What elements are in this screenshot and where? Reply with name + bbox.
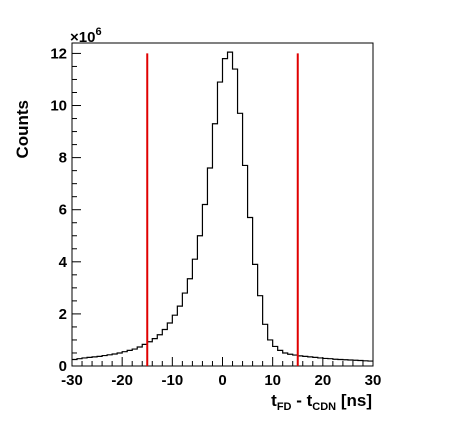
histogram-bin bbox=[228, 52, 233, 366]
histogram-bin bbox=[223, 59, 228, 366]
histogram-bin bbox=[273, 346, 278, 366]
histogram-bin bbox=[323, 358, 328, 366]
x-label-main: t bbox=[271, 391, 277, 410]
histogram-bin bbox=[207, 168, 212, 366]
histogram-bin bbox=[328, 359, 333, 366]
y-tick-label: 2 bbox=[59, 306, 67, 323]
histogram-bin bbox=[117, 353, 122, 366]
histogram-bin bbox=[112, 354, 117, 366]
y-multiplier-base: ×10 bbox=[70, 29, 95, 46]
x-tick-label: 0 bbox=[218, 372, 226, 389]
histogram-bin bbox=[122, 352, 127, 366]
histogram-bin bbox=[233, 69, 238, 366]
histogram-bin bbox=[102, 356, 107, 366]
histogram-bin bbox=[358, 361, 363, 366]
histogram-bin bbox=[187, 279, 192, 366]
x-tick-label: -20 bbox=[111, 372, 133, 389]
x-label-mid: - t bbox=[291, 391, 312, 410]
x-tick-label: 10 bbox=[264, 372, 281, 389]
histogram-bin bbox=[107, 355, 112, 366]
histogram-bin bbox=[313, 357, 318, 366]
y-tick-label: 12 bbox=[50, 45, 67, 62]
histogram-bin bbox=[182, 293, 187, 366]
histogram-bin bbox=[308, 357, 313, 366]
histogram-bin bbox=[263, 324, 268, 366]
y-tick-label: 4 bbox=[59, 254, 68, 271]
histogram-bin bbox=[333, 359, 338, 366]
y-axis-label: Counts bbox=[13, 100, 32, 159]
histogram-bin bbox=[137, 347, 142, 366]
y-multiplier-exponent: 6 bbox=[95, 26, 101, 38]
histogram-bin bbox=[283, 353, 288, 366]
histogram-bin bbox=[303, 356, 308, 366]
x-label-sub1: FD bbox=[277, 401, 292, 413]
histogram-bin bbox=[202, 205, 207, 367]
y-axis-ticks: 0 2 4 6 8 10 12 bbox=[50, 45, 81, 375]
x-tick-label: -10 bbox=[161, 372, 183, 389]
histogram-series bbox=[72, 51, 373, 367]
histogram-bin bbox=[77, 359, 82, 366]
histogram-bin bbox=[82, 358, 87, 366]
histogram-bin bbox=[363, 361, 368, 366]
histogram-bin bbox=[177, 306, 182, 366]
histogram-bin bbox=[243, 165, 248, 366]
x-axis-ticks: -30 -20 -10 0 10 20 30 bbox=[61, 357, 381, 389]
histogram-bin bbox=[343, 360, 348, 366]
y-tick-label: 10 bbox=[50, 98, 67, 115]
histogram-bin bbox=[172, 315, 177, 366]
histogram-bin bbox=[132, 349, 137, 366]
histogram-bin bbox=[167, 323, 172, 366]
histogram-bin bbox=[212, 124, 217, 366]
histogram-bin bbox=[278, 350, 283, 366]
histogram-bin bbox=[92, 357, 97, 366]
plot-frame bbox=[71, 42, 374, 367]
histogram-bin bbox=[87, 357, 92, 366]
histogram-line bbox=[72, 51, 373, 362]
histogram-bin bbox=[253, 264, 258, 366]
x-axis-label: tFD - tCDN [ns] bbox=[271, 391, 372, 413]
x-label-sub2: CDN bbox=[312, 401, 336, 413]
histogram-bin bbox=[353, 360, 358, 366]
histogram-bin bbox=[162, 330, 167, 366]
y-tick-label: 0 bbox=[59, 358, 67, 375]
histogram-bin bbox=[248, 218, 253, 366]
histogram-bin bbox=[97, 356, 102, 366]
histogram-bin bbox=[217, 82, 222, 366]
x-tick-label: 20 bbox=[314, 372, 331, 389]
histogram-bin bbox=[72, 359, 77, 366]
x-label-unit: [ns] bbox=[336, 391, 372, 410]
histogram-bin bbox=[157, 335, 162, 366]
histogram-bin bbox=[268, 340, 273, 366]
histogram-bin bbox=[238, 113, 243, 366]
y-tick-label: 6 bbox=[59, 202, 67, 219]
histogram-bin bbox=[192, 259, 197, 366]
x-tick-label: 30 bbox=[365, 372, 382, 389]
histogram-bin bbox=[338, 359, 343, 366]
histogram-bin bbox=[318, 358, 323, 366]
histogram-bin bbox=[368, 361, 373, 366]
histogram-bin bbox=[127, 350, 132, 366]
x-tick-label: -30 bbox=[61, 372, 83, 389]
histogram-bin bbox=[152, 339, 157, 366]
cut-lines bbox=[146, 53, 299, 366]
histogram-bin bbox=[258, 296, 263, 366]
histogram-bin bbox=[348, 360, 353, 366]
histogram-bin bbox=[288, 354, 293, 366]
y-tick-label: 8 bbox=[59, 150, 67, 167]
y-axis-multiplier: ×106 bbox=[70, 26, 102, 46]
histogram-bin bbox=[197, 236, 202, 366]
